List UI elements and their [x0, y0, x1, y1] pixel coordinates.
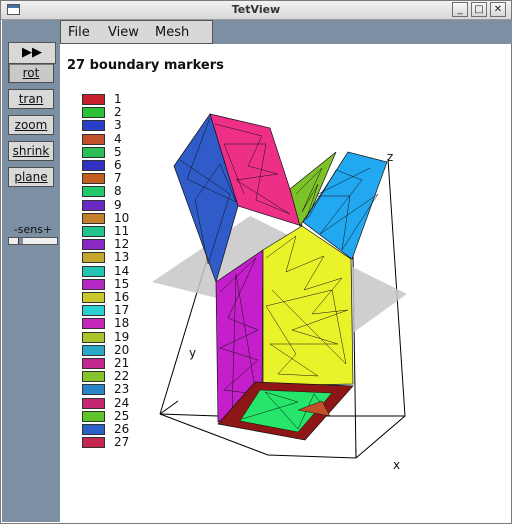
legend-swatch [82, 437, 105, 449]
sensitivity-label: -sens+ [13, 223, 53, 236]
close-button[interactable]: ✕ [490, 2, 506, 17]
legend-swatch [82, 384, 105, 396]
legend-label: 15 [114, 276, 130, 291]
legend-label: 14 [114, 263, 130, 278]
title-bar[interactable]: TetView _ □ ✕ [1, 1, 511, 20]
bottom-face [217, 381, 354, 441]
shrink-label: shrink [12, 144, 50, 158]
legend-label: 11 [114, 224, 130, 238]
legend-swatch [82, 344, 105, 356]
legend-swatch [82, 292, 105, 303]
legend-swatch [82, 318, 105, 330]
minimize-button[interactable]: _ [452, 2, 468, 17]
legend-label: 8 [114, 184, 122, 199]
legend-swatch [82, 107, 105, 119]
legend-label: 23 [114, 382, 130, 397]
legend-label: 21 [114, 356, 130, 370]
sensitivity-slider[interactable] [8, 237, 58, 245]
legend-label: 6 [114, 158, 122, 172]
play-button[interactable]: ▶▶ [8, 42, 56, 64]
legend-label: 3 [114, 118, 122, 133]
plane-button[interactable]: plane [8, 167, 54, 187]
legend-swatch [82, 186, 105, 198]
axis-z-label: z [387, 150, 394, 164]
legend-label: 24 [114, 395, 130, 410]
menu-bar: File View Mesh [60, 20, 512, 44]
shrink-button[interactable]: shrink [8, 141, 54, 161]
legend-label: 9 [114, 197, 122, 212]
legend-label: 16 [114, 290, 130, 304]
legend-label: 17 [114, 303, 130, 318]
legend-swatch [82, 173, 105, 185]
left-tool-panel: ▶▶ rot tran zoom shrink plane -sens+ [2, 20, 61, 522]
legend-label: 7 [114, 171, 122, 186]
legend-swatch [82, 424, 105, 435]
window-title: TetView [231, 3, 281, 16]
legend-swatch [82, 212, 105, 224]
legend-label: 25 [114, 408, 130, 423]
legend-swatch [82, 410, 105, 422]
legend-swatch [82, 331, 105, 343]
legend-label: 20 [114, 342, 130, 357]
legend-label: 13 [114, 250, 130, 265]
legend-swatch [82, 146, 105, 158]
axis-y-label: y [189, 346, 197, 360]
legend-swatch [82, 120, 105, 132]
legend-swatch [82, 278, 105, 290]
yellow-face [262, 225, 354, 387]
maximize-button[interactable]: □ [471, 2, 487, 17]
menu-view[interactable]: View [108, 25, 139, 40]
legend-swatch [82, 305, 105, 317]
legend-label: 27 [114, 435, 130, 450]
legend-label: 18 [114, 316, 130, 331]
zoom-button[interactable]: zoom [8, 115, 54, 135]
legend-label: 5 [114, 144, 122, 159]
legend-label: 10 [114, 210, 130, 225]
legend-swatch [82, 226, 105, 237]
legend-label: 12 [114, 237, 130, 252]
legend-label: 2 [114, 105, 122, 120]
rot-label: rot [22, 66, 40, 80]
tran-label: tran [18, 92, 44, 106]
legend-swatch [82, 358, 105, 369]
axis-x-label: x [393, 458, 401, 472]
legend-label: 4 [114, 131, 122, 146]
tran-button[interactable]: tran [8, 89, 54, 109]
legend-swatch [82, 371, 105, 383]
rot-button[interactable]: rot [8, 63, 54, 83]
app-icon [7, 4, 20, 15]
legend-swatch [82, 265, 105, 277]
menu-box: File View Mesh [60, 20, 213, 44]
sensitivity-slider-thumb[interactable] [18, 238, 23, 244]
mesh-view[interactable] [60, 44, 511, 522]
olive-face [289, 151, 337, 227]
legend-label: 1 [114, 92, 122, 106]
menu-mesh[interactable]: Mesh [155, 25, 190, 40]
menu-file[interactable]: File [68, 25, 90, 40]
markers-title: 27 boundary markers [67, 58, 224, 73]
cyan-face [302, 151, 388, 260]
legend-swatch [82, 160, 105, 171]
legend-swatch [82, 133, 105, 145]
plane-label: plane [14, 170, 48, 184]
legend-label: 19 [114, 329, 130, 344]
zoom-label: zoom [14, 118, 48, 132]
legend-swatch [82, 397, 105, 409]
legend-swatch [82, 252, 105, 264]
legend-label: 22 [114, 369, 130, 384]
legend-swatch [82, 94, 105, 105]
legend-swatch [82, 239, 105, 251]
render-viewport[interactable]: 27 boundary markers 1 2 3 4 5 6 7 8 9 10 11 12 13 14 1… [60, 44, 511, 522]
legend-swatch [82, 199, 105, 211]
legend-label: 26 [114, 422, 130, 436]
